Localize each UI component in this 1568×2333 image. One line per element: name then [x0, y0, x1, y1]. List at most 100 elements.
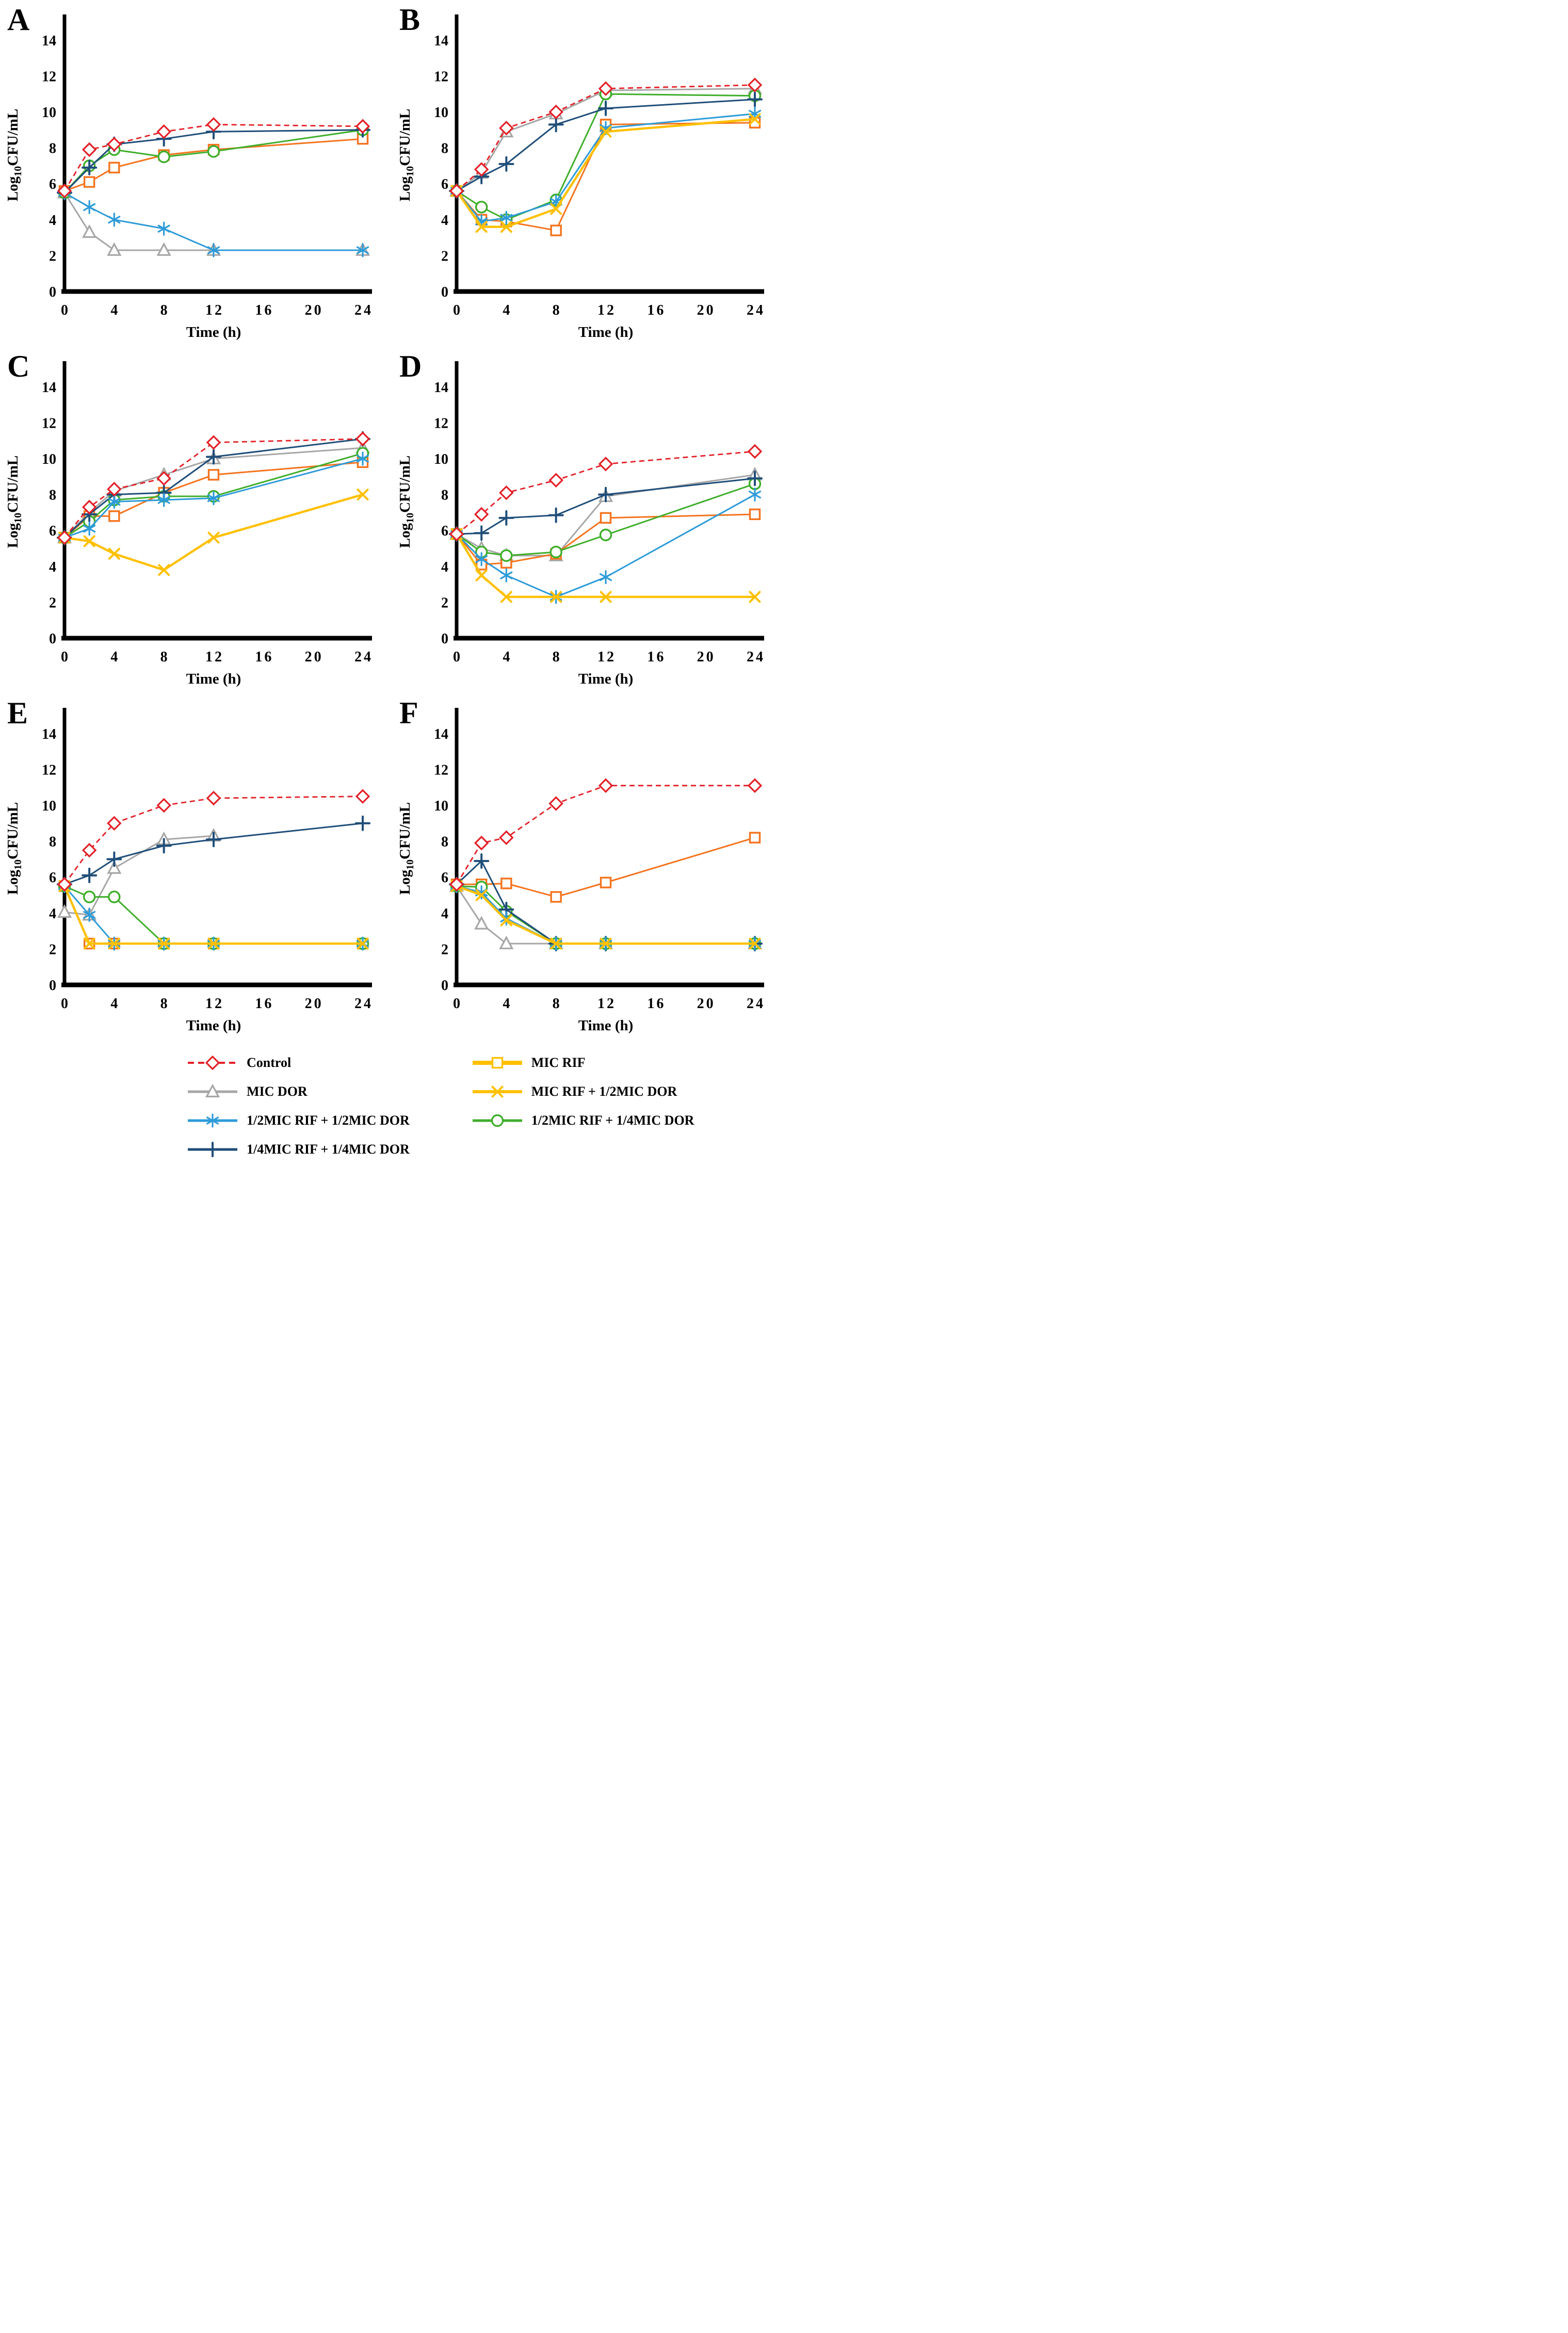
y-tick-label: 12	[42, 762, 56, 778]
marker-diamond-icon	[548, 473, 563, 488]
marker-diamond-icon	[156, 124, 171, 139]
y-tick-label: 2	[441, 248, 448, 264]
marker-x-icon	[500, 591, 512, 603]
marker-x-icon	[108, 937, 120, 950]
marker-square-icon	[600, 877, 612, 888]
marker-diamond-icon	[82, 843, 97, 858]
marker-circle-icon	[207, 145, 220, 158]
marker-square-icon	[749, 508, 761, 521]
x-tick-label: 4	[503, 302, 512, 318]
x-tick-label: 20	[697, 996, 716, 1012]
marker-asterisk-icon	[599, 570, 612, 585]
legend-label: MIC RIF	[531, 1055, 586, 1070]
marker-square-icon	[207, 469, 220, 481]
x-tick-label: 8	[160, 302, 170, 318]
marker-x-icon	[491, 1086, 504, 1098]
marker-plus-icon	[355, 815, 370, 831]
x-tick-label: 20	[305, 302, 324, 318]
marker-x-icon	[475, 221, 488, 233]
legend-item-mic_dor: MIC DOR	[186, 1077, 410, 1106]
y-tick-label: 0	[49, 978, 56, 994]
panel-letter: C	[7, 349, 30, 383]
series-line-mic_dor	[63, 192, 363, 251]
y-tick-label: 6	[441, 176, 448, 192]
chart-panel-F: F 0 2 4 6 8 10 12 14 0 4 8 12 16 20 24 Time (h) Log10CFU…	[392, 693, 784, 1040]
x-tick-label: 0	[453, 996, 462, 1012]
marker-square-icon	[500, 878, 512, 889]
x-tick-label: 4	[503, 996, 512, 1012]
x-tick-label: 24	[354, 302, 373, 318]
x-axis-title: Time (h)	[186, 324, 241, 341]
marker-triangle-icon	[107, 860, 122, 874]
y-tick-label: 10	[42, 451, 56, 467]
marker-diamond-icon	[57, 877, 72, 892]
x-tick-label: 20	[697, 649, 716, 665]
x-axis-title: Time (h)	[578, 1017, 634, 1034]
marker-plus-icon	[474, 853, 490, 869]
series-line-quarter_rif_quarter_dor	[64, 822, 363, 885]
marker-diamond-icon	[156, 471, 171, 486]
marker-asterisk-icon	[83, 522, 96, 536]
marker-plus-icon	[747, 91, 763, 107]
x-axis-title: Time (h)	[186, 1017, 241, 1034]
series-line-half_rif_half_dor	[456, 494, 755, 598]
marker-triangle-icon	[156, 242, 171, 256]
x-tick-label: 16	[647, 302, 666, 318]
marker-diamond-icon	[205, 1055, 220, 1071]
panel-letter: B	[399, 3, 421, 37]
marker-asterisk-icon	[206, 1113, 219, 1128]
marker-diamond-icon	[82, 142, 97, 157]
series-line-mic_dor	[456, 474, 755, 557]
marker-x-icon	[357, 489, 369, 501]
marker-circle-icon	[549, 545, 562, 559]
marker-square-icon	[749, 832, 761, 844]
marker-plus-icon	[598, 101, 613, 117]
marker-diamond-icon	[474, 835, 489, 851]
series-line-half_rif_half_dor	[456, 112, 755, 222]
series-line-mic_rif_half_dor	[456, 118, 755, 228]
chart-panel-A: A 0 2 4 6 8 10 12 14 0 4 8 12 16 20 24 Time (h) Log10CFU…	[0, 0, 392, 347]
legend-item-mic_rif: MIC RIF	[471, 1048, 694, 1077]
series-line-quarter_rif_quarter_dor	[63, 438, 363, 539]
marker-plus-icon	[206, 449, 221, 465]
marker-x-icon	[550, 937, 562, 950]
marker-x-icon	[600, 937, 612, 950]
legend-key-circle-icon	[472, 1114, 522, 1127]
marker-diamond-icon	[206, 435, 221, 450]
marker-x-icon	[550, 203, 562, 215]
y-axis-title: Log10CFU/mL	[5, 456, 24, 548]
marker-square-icon	[108, 510, 120, 522]
series-line-control	[456, 785, 755, 885]
marker-x-icon	[749, 937, 761, 950]
y-tick-label: 12	[434, 762, 448, 778]
marker-circle-icon	[491, 1114, 504, 1127]
marker-diamond-icon	[474, 507, 489, 522]
marker-plus-icon	[498, 510, 514, 526]
marker-diamond-icon	[598, 457, 613, 472]
x-tick-label: 4	[503, 649, 512, 665]
marker-diamond-icon	[747, 77, 763, 93]
marker-asterisk-icon	[157, 493, 170, 507]
y-axis-title: Log10CFU/mL	[397, 456, 416, 548]
x-tick-label: 12	[597, 996, 616, 1012]
y-tick-label: 2	[49, 595, 56, 611]
marker-asterisk-icon	[83, 908, 96, 922]
marker-diamond-icon	[449, 526, 464, 542]
y-tick-label: 12	[42, 69, 56, 85]
legend-label: MIC DOR	[247, 1084, 308, 1099]
panel-grid: A 0 2 4 6 8 10 12 14 0 4 8 12 16 20 24 Time (h) Log10CFU…	[0, 0, 784, 1040]
x-tick-label: 8	[553, 996, 562, 1012]
marker-diamond-icon	[747, 778, 763, 793]
marker-x-icon	[600, 591, 612, 603]
marker-triangle-icon	[82, 224, 97, 238]
legend-key-x-icon	[472, 1086, 522, 1098]
x-tick-label: 12	[205, 996, 224, 1012]
y-tick-label: 8	[441, 488, 448, 504]
y-axis-title: Log10CFU/mL	[5, 802, 24, 895]
x-tick-label: 16	[255, 302, 273, 318]
marker-diamond-icon	[499, 121, 514, 136]
y-tick-label: 0	[441, 631, 448, 647]
x-tick-label: 8	[160, 649, 170, 665]
legend-key-square-icon	[472, 1057, 522, 1069]
